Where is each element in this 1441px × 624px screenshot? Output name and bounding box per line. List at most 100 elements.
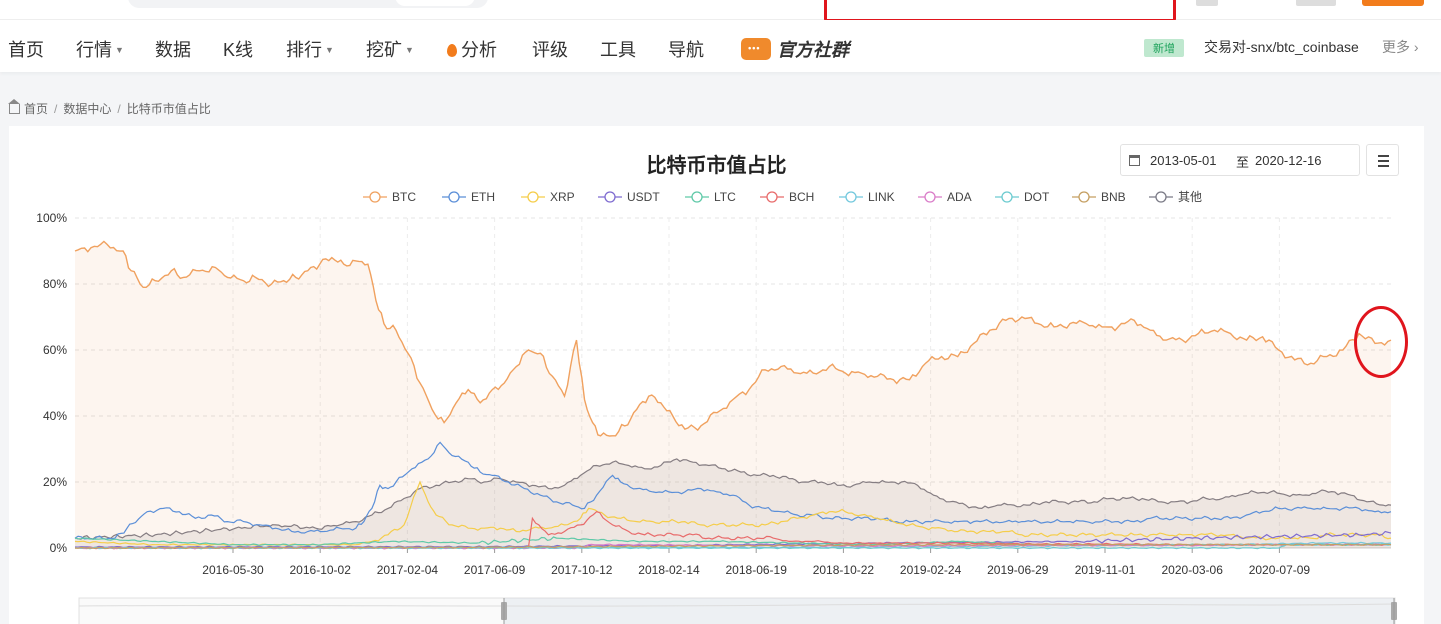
y-tick-label: 100%: [36, 211, 67, 225]
series-area-btc: [75, 241, 1391, 548]
site-logo[interactable]: [0, 0, 105, 6]
y-tick-label: 0%: [50, 541, 68, 555]
x-tick-label: 2020-03-06: [1162, 563, 1224, 577]
x-tick-label: 2017-02-04: [377, 563, 439, 577]
nav-market[interactable]: 行情 ▼: [76, 36, 124, 62]
legend-marker: [1155, 191, 1167, 203]
market-share-chart: 0% 20% 40% 60% 80% 100% 2016-05-30 2016-10-02 20…: [36, 190, 1397, 624]
nav-kline[interactable]: K线: [223, 36, 253, 62]
more-link[interactable]: 更多 ›: [1382, 37, 1419, 57]
caret-down-icon: ▼: [115, 45, 124, 55]
nav-tools[interactable]: 工具: [600, 36, 636, 62]
breadcrumb-data-center[interactable]: 数据中心: [63, 102, 112, 116]
y-tick-label: 20%: [43, 475, 67, 489]
legend-label: LTC: [714, 190, 736, 204]
x-tick-label: 2018-02-14: [638, 563, 700, 577]
annotation-rectangle: [824, 0, 1176, 22]
breadcrumb-home[interactable]: 首页: [24, 102, 49, 116]
legend-marker: [604, 191, 616, 203]
nav-official-community[interactable]: 官方社群: [741, 36, 849, 62]
legend-marker: [924, 191, 936, 203]
menu-icon: [1378, 155, 1389, 157]
menu-icon: [1378, 160, 1389, 162]
legend-marker: [1078, 191, 1090, 203]
x-tick-label: 2019-11-01: [1075, 563, 1136, 577]
date-start-input[interactable]: 2013-05-01: [1150, 153, 1217, 168]
nav-label: 导航: [668, 40, 704, 60]
x-tick-label: 2016-05-30: [202, 563, 264, 577]
y-tick-label: 80%: [43, 277, 67, 291]
annotation-circle: [1354, 306, 1408, 378]
x-tick-label: 2018-06-19: [726, 563, 788, 577]
legend-label: DOT: [1024, 190, 1050, 204]
legend-label: XRP: [550, 190, 575, 204]
top-header: [0, 0, 1441, 22]
nav-mining[interactable]: 挖矿 ▼: [366, 36, 414, 62]
nav-label: 行情: [76, 40, 112, 60]
new-pair-link[interactable]: 交易对-snx/btc_coinbase: [1204, 39, 1359, 55]
nav-label: 官方社群: [777, 40, 849, 60]
x-tick-label: 2020-07-09: [1249, 563, 1311, 577]
search-input[interactable]: [128, 0, 488, 8]
legend-marker: [369, 191, 381, 203]
menu-icon: [1378, 165, 1389, 167]
legend-label: BCH: [789, 190, 814, 204]
x-tick-label: 2017-06-09: [464, 563, 526, 577]
series-line-1: [74, 441, 1392, 540]
legend-marker: [691, 191, 703, 203]
y-tick-label: 40%: [43, 409, 67, 423]
legend-label: BTC: [392, 190, 416, 204]
search-button[interactable]: [395, 0, 475, 6]
legend-marker: [527, 191, 539, 203]
date-end-input[interactable]: 2020-12-16: [1255, 153, 1322, 168]
register-button[interactable]: [1362, 0, 1424, 6]
breadcrumb: 首页 / 数据中心 / 比特币市值占比: [8, 99, 211, 117]
legend-label: 其他: [1178, 190, 1202, 204]
calendar-icon: [1129, 155, 1140, 166]
legend-label: ETH: [471, 190, 495, 204]
series-line-0: [74, 240, 1392, 437]
fire-icon: [447, 44, 457, 57]
date-to-label: 至: [1236, 155, 1250, 170]
chevron-right-icon: ›: [1413, 39, 1419, 55]
nav-label: 数据: [155, 40, 191, 60]
date-range-picker[interactable]: 2013-05-01 至 2020-12-16: [1120, 144, 1360, 176]
breadcrumb-current: 比特币市值占比: [126, 102, 211, 116]
nav-data[interactable]: 数据: [155, 36, 191, 62]
nav-label: 工具: [600, 40, 636, 60]
legend-label: BNB: [1101, 190, 1126, 204]
x-tick-label: 2018-10-22: [813, 563, 875, 577]
x-tick-label: 2019-02-24: [900, 563, 962, 577]
nav-analysis[interactable]: 分析: [447, 36, 497, 62]
legend-label: ADA: [947, 190, 972, 204]
x-tick-label: 2016-10-02: [290, 563, 352, 577]
nav-guide[interactable]: 导航: [668, 36, 704, 62]
x-tick-label: 2017-10-12: [551, 563, 613, 577]
legend-label: USDT: [627, 190, 660, 204]
nav-rating[interactable]: 评级: [532, 36, 568, 62]
y-tick-label: 60%: [43, 343, 67, 357]
zoom-slider-track: [78, 597, 1396, 624]
home-icon: [8, 99, 20, 114]
chat-bubble-icon: [741, 38, 771, 60]
nav-label: K线: [223, 40, 254, 60]
legend-marker: [766, 191, 778, 203]
chart-title: 比特币市值占比: [646, 155, 787, 177]
nav-home[interactable]: 首页: [8, 36, 44, 62]
series-line-9: [74, 543, 1392, 550]
nav-label: 首页: [8, 40, 44, 60]
header-link[interactable]: [1196, 0, 1218, 6]
caret-down-icon: ▼: [405, 45, 414, 55]
header-link[interactable]: [1296, 0, 1336, 6]
nav-label: 挖矿: [366, 40, 402, 60]
chart-card: 比特币市值占比 2013-05-01 至 2020-12-16 0% 20% 40%…: [9, 126, 1424, 624]
breadcrumb-separator: /: [117, 102, 121, 116]
chart-menu-button[interactable]: [1366, 144, 1399, 176]
legend-marker: [1001, 191, 1013, 203]
series-line-10: [74, 458, 1392, 540]
caret-down-icon: ▼: [325, 45, 334, 55]
nav-ranking[interactable]: 排行 ▼: [286, 36, 334, 62]
legend-marker: [448, 191, 460, 203]
breadcrumb-separator: /: [54, 102, 58, 116]
legend-label: LINK: [868, 190, 895, 204]
